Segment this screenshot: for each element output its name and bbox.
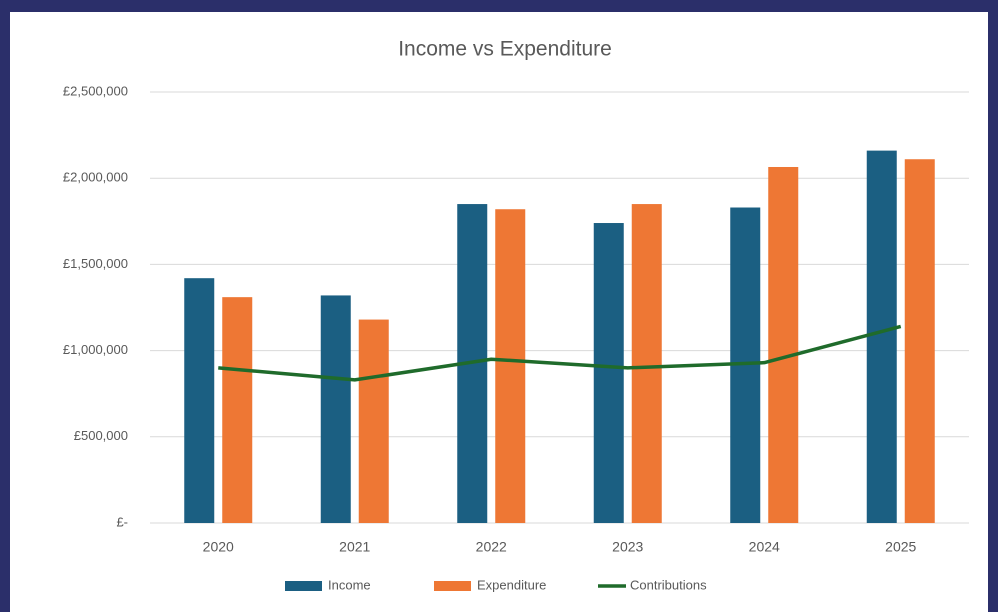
x-tick-label: 2023 [612,539,643,555]
bar [904,159,935,523]
x-tick-label: 2021 [339,539,370,555]
bar [768,166,799,523]
legend-label: Contributions [630,577,707,592]
y-tick-label: £1,500,000 [63,256,128,271]
bar [593,223,624,524]
bar [866,150,897,523]
y-tick-label: £1,000,000 [63,342,128,357]
x-tick-label: 2024 [749,539,780,555]
legend-label: Expenditure [477,577,546,592]
legend-label: Income [328,577,371,592]
y-tick-label: £2,000,000 [63,170,128,185]
y-tick-label: £500,000 [74,428,128,443]
bar [631,204,662,523]
legend-swatch [285,581,322,591]
line [218,324,902,382]
x-tick-label: 2025 [885,539,916,555]
y-tick-label: £2,500,000 [63,83,128,98]
legend-swatch [434,581,471,591]
bar [358,319,389,523]
bar [222,297,253,523]
bar [184,278,215,523]
bar [320,295,351,523]
chart-title: Income vs Expenditure [398,38,612,61]
x-tick-label: 2020 [203,539,234,555]
bar [495,209,526,523]
x-tick-label: 2022 [476,539,507,555]
y-tick-label: £- [116,514,128,529]
